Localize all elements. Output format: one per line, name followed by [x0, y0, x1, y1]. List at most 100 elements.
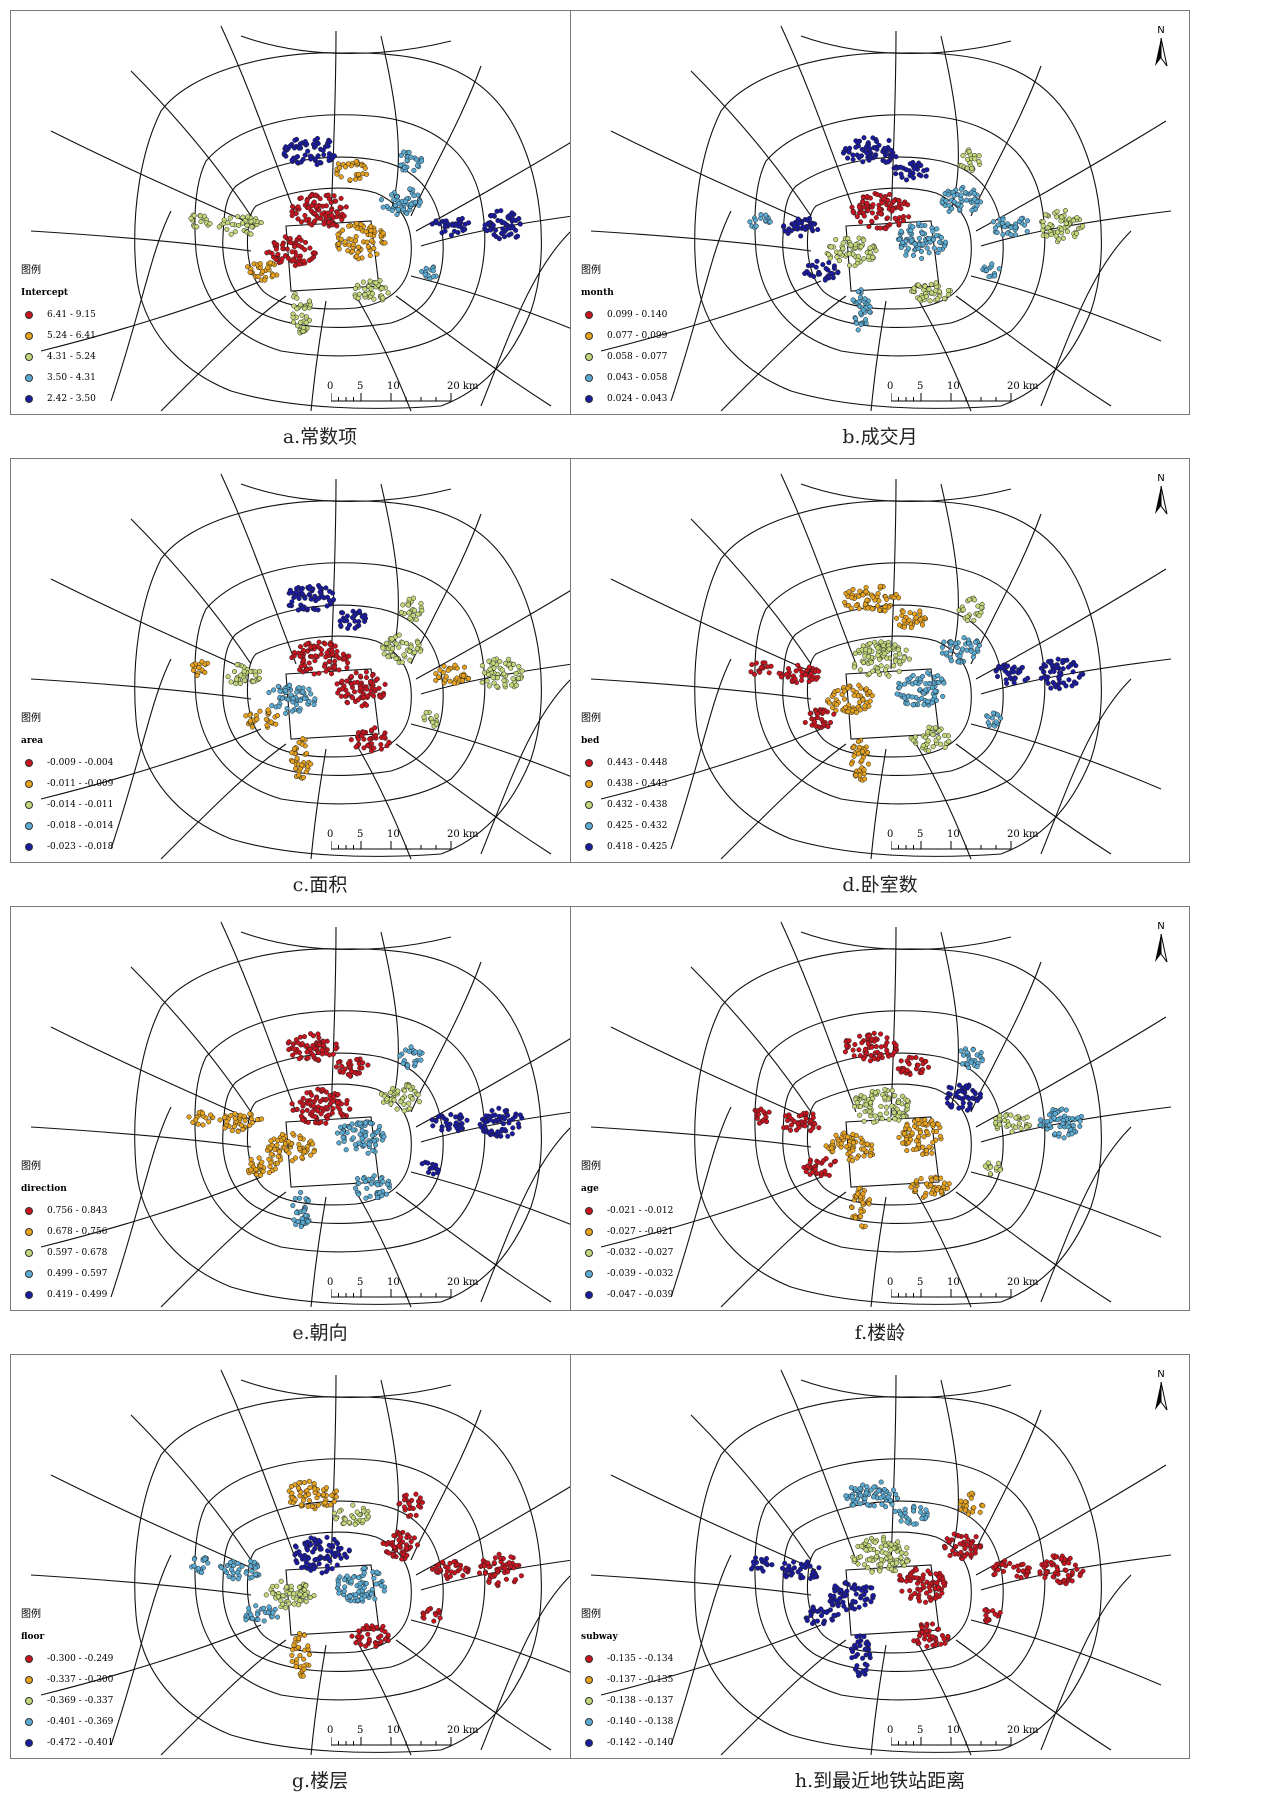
legend-item: 2.42 - 3.50	[21, 388, 131, 409]
scale-label-5: 5	[357, 829, 364, 840]
data-point	[1044, 233, 1050, 239]
data-point	[242, 677, 248, 683]
data-point	[265, 264, 271, 271]
data-point	[1076, 674, 1082, 680]
data-point	[365, 244, 371, 250]
data-point	[1008, 1112, 1014, 1118]
data-point	[372, 687, 378, 693]
data-point	[854, 1155, 860, 1161]
data-point	[958, 192, 964, 198]
data-point	[864, 193, 870, 200]
data-point	[327, 588, 333, 594]
data-point	[869, 1569, 875, 1575]
data-point	[878, 1103, 884, 1109]
data-point	[306, 257, 312, 263]
data-point	[258, 1172, 264, 1178]
data-point	[995, 1160, 1002, 1166]
data-point	[434, 713, 440, 719]
data-point	[1054, 209, 1060, 215]
data-point	[300, 1673, 306, 1679]
data-point	[513, 682, 519, 688]
data-point	[872, 154, 878, 160]
data-point	[971, 196, 978, 202]
data-point	[378, 197, 384, 203]
data-point	[960, 153, 966, 159]
data-point	[822, 277, 828, 283]
data-point	[903, 252, 909, 258]
data-point	[1048, 231, 1054, 237]
data-point	[331, 664, 337, 670]
data-point	[317, 1555, 323, 1562]
data-point	[323, 1089, 329, 1095]
data-point	[318, 215, 324, 222]
data-point	[342, 1584, 348, 1590]
data-point	[385, 1181, 391, 1187]
data-point	[457, 1566, 463, 1572]
data-point	[856, 204, 862, 210]
data-point	[837, 250, 843, 256]
data-point	[992, 273, 998, 279]
data-point	[296, 595, 302, 602]
data-point	[924, 1129, 930, 1135]
data-point	[365, 742, 371, 748]
data-point	[293, 702, 299, 708]
data-point	[367, 278, 373, 284]
data-point	[298, 664, 304, 670]
scale-label-20km: 20 km	[447, 381, 479, 392]
data-point	[894, 1560, 900, 1566]
data-point	[845, 685, 851, 691]
data-point	[296, 1584, 303, 1590]
data-point	[508, 1554, 514, 1560]
data-point	[1052, 1111, 1058, 1117]
legend-field-name: floor	[21, 1632, 45, 1642]
data-point	[1013, 1115, 1019, 1121]
data-point	[224, 226, 230, 232]
data-point	[353, 744, 359, 750]
legend-swatch	[585, 373, 593, 382]
panel-caption: f.楼龄	[854, 1322, 906, 1344]
data-point	[207, 221, 213, 227]
data-point	[448, 1569, 454, 1575]
data-point	[331, 1510, 337, 1516]
legend-class-label: -0.369 - -0.337	[47, 1695, 114, 1706]
data-point	[297, 1136, 303, 1142]
data-point	[298, 319, 304, 325]
data-point	[845, 1134, 851, 1140]
data-point	[994, 673, 1001, 680]
north-arrow: N	[1151, 921, 1171, 971]
data-point	[366, 1176, 372, 1182]
data-point	[308, 644, 314, 650]
data-point	[374, 1182, 380, 1188]
data-point	[902, 681, 908, 687]
data-point	[307, 245, 313, 251]
data-point	[355, 1191, 361, 1197]
data-point	[976, 159, 982, 165]
data-point	[370, 1569, 376, 1575]
data-point	[361, 1565, 367, 1571]
data-point	[379, 285, 385, 291]
data-point	[360, 1060, 366, 1066]
data-point	[306, 1491, 312, 1497]
data-point	[298, 1489, 304, 1495]
data-point	[354, 1056, 360, 1063]
data-point	[912, 1123, 918, 1129]
data-point	[855, 1561, 861, 1567]
data-point	[852, 1041, 858, 1048]
data-point	[292, 1195, 298, 1202]
data-point	[398, 152, 404, 158]
data-point	[310, 1141, 316, 1147]
data-point	[1058, 672, 1064, 678]
data-point	[505, 1112, 511, 1118]
data-point	[272, 1146, 278, 1153]
data-point	[326, 196, 332, 202]
data-point	[287, 236, 293, 242]
data-point	[270, 1590, 276, 1596]
data-point	[840, 246, 846, 252]
data-point	[903, 167, 909, 173]
data-point	[854, 1100, 860, 1106]
data-point	[243, 1570, 249, 1576]
data-point	[1080, 223, 1086, 229]
data-point	[361, 1585, 367, 1591]
data-point	[248, 219, 254, 225]
data-point	[296, 739, 302, 745]
